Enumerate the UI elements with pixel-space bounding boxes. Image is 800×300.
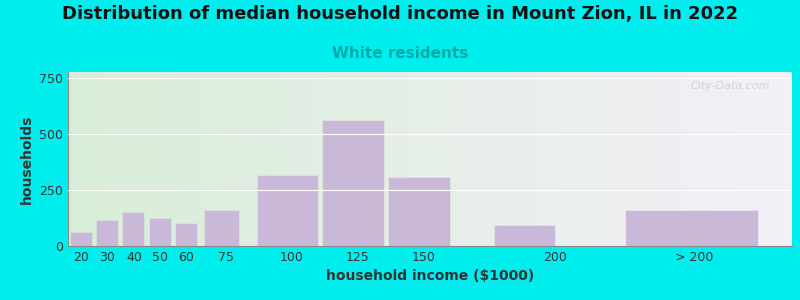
Bar bbox=[123, 213, 144, 246]
Bar bbox=[70, 232, 92, 246]
Bar bbox=[258, 176, 318, 246]
Text: Distribution of median household income in Mount Zion, IL in 2022: Distribution of median household income … bbox=[62, 4, 738, 22]
Bar bbox=[205, 211, 239, 246]
Bar bbox=[97, 221, 118, 246]
Text: City-Data.com: City-Data.com bbox=[690, 81, 770, 91]
Bar bbox=[323, 122, 384, 246]
X-axis label: household income ($1000): household income ($1000) bbox=[326, 269, 534, 284]
Y-axis label: households: households bbox=[19, 114, 34, 204]
Bar bbox=[626, 211, 758, 246]
Bar bbox=[494, 226, 555, 246]
Text: White residents: White residents bbox=[332, 46, 468, 62]
Bar bbox=[389, 178, 450, 246]
Bar bbox=[150, 219, 170, 246]
Bar bbox=[176, 224, 197, 246]
